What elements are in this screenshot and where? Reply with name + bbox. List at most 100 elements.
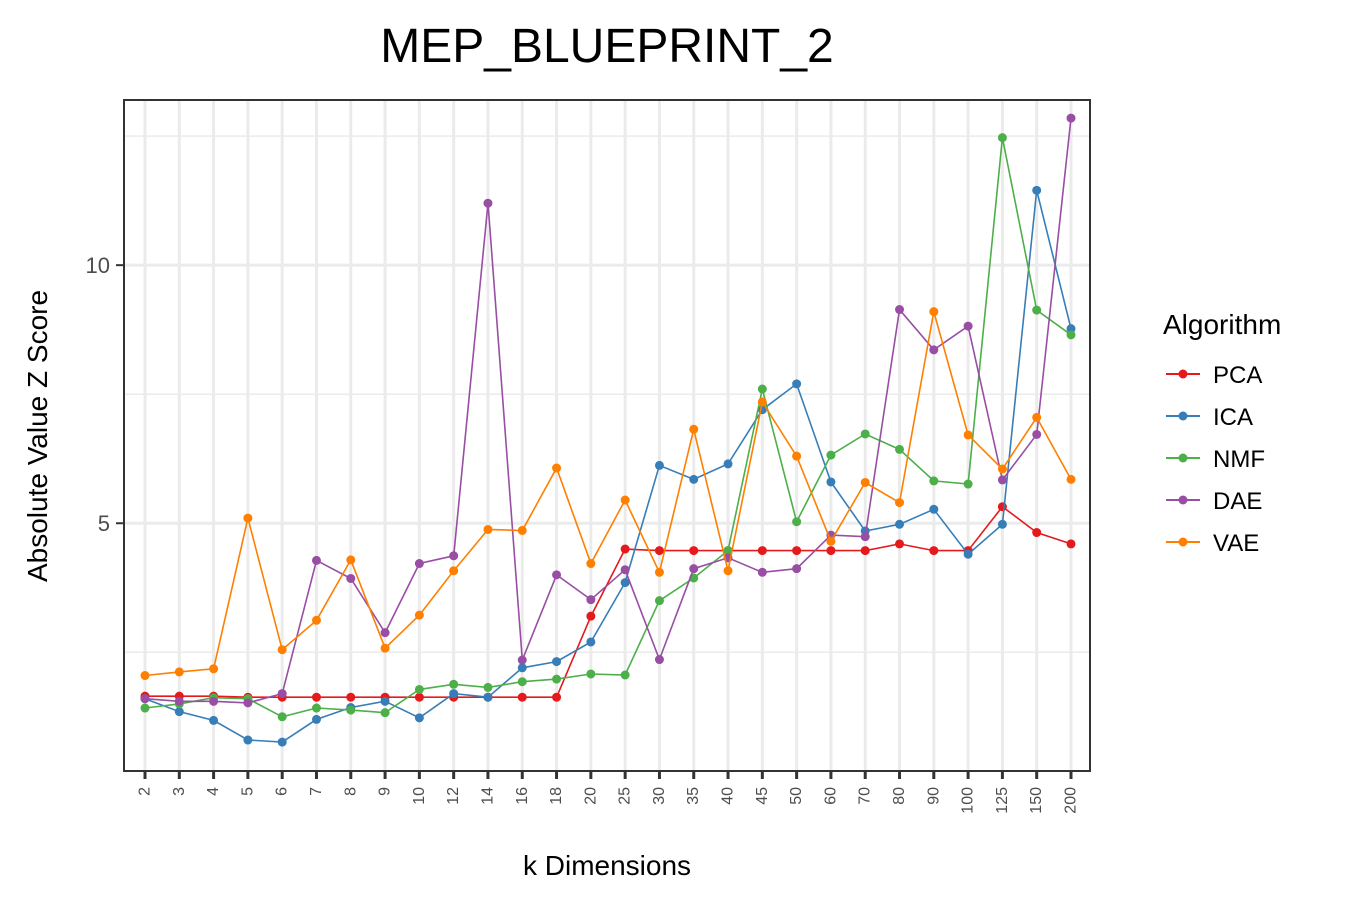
x-tick-label: 9 bbox=[377, 787, 394, 796]
data-point-nmf bbox=[620, 670, 630, 680]
data-point-ica bbox=[449, 689, 459, 699]
data-point-ica bbox=[895, 519, 905, 529]
data-point-vae bbox=[1066, 474, 1076, 484]
data-point-vae bbox=[654, 567, 664, 577]
data-point-dae bbox=[963, 321, 973, 331]
data-point-vae bbox=[449, 566, 459, 576]
data-point-nmf bbox=[311, 703, 321, 713]
data-point-ica bbox=[277, 737, 287, 747]
data-point-dae bbox=[346, 573, 356, 583]
data-point-pca bbox=[654, 546, 664, 556]
data-point-dae bbox=[997, 475, 1007, 485]
data-point-pca bbox=[620, 544, 630, 554]
data-point-nmf bbox=[380, 708, 390, 718]
data-point-ica bbox=[1066, 324, 1076, 334]
x-tick-label: 2 bbox=[137, 787, 154, 796]
legend-label: VAE bbox=[1213, 530, 1259, 557]
series-line-nmf bbox=[144, 137, 1072, 718]
data-point-nmf bbox=[449, 679, 459, 689]
data-point-vae bbox=[929, 307, 939, 317]
series-line-vae bbox=[144, 311, 1072, 677]
data-point-dae bbox=[277, 689, 287, 699]
series-line-ica bbox=[144, 190, 1072, 743]
legend-key-point bbox=[1178, 495, 1188, 505]
x-tick-label: 80 bbox=[891, 787, 908, 805]
legend-item-pca: PCA bbox=[1166, 362, 1262, 389]
data-point-vae bbox=[311, 615, 321, 625]
data-point-nmf bbox=[346, 705, 356, 715]
legend-key-point bbox=[1178, 453, 1188, 463]
x-tick-label: 12 bbox=[445, 787, 462, 805]
data-point-vae bbox=[997, 464, 1007, 474]
legend-title: Algorithm bbox=[1163, 309, 1281, 340]
data-point-ica bbox=[483, 692, 493, 702]
data-point-vae bbox=[963, 430, 973, 440]
x-axis-title: k Dimensions bbox=[523, 850, 691, 881]
data-point-ica bbox=[243, 735, 253, 745]
legend-item-vae: VAE bbox=[1166, 530, 1259, 557]
data-point-vae bbox=[757, 397, 767, 407]
data-point-ica bbox=[380, 696, 390, 706]
y-axis: 5 10 bbox=[86, 253, 124, 536]
data-point-vae bbox=[414, 610, 424, 620]
data-point-nmf bbox=[997, 133, 1007, 143]
x-tick-label: 20 bbox=[582, 787, 599, 805]
legend-item-nmf: NMF bbox=[1166, 446, 1265, 473]
x-tick-label: 4 bbox=[205, 787, 222, 796]
data-point-ica bbox=[689, 474, 699, 484]
data-point-vae bbox=[792, 451, 802, 461]
data-point-dae bbox=[517, 655, 527, 665]
y-tick-label: 10 bbox=[86, 253, 110, 278]
plot-panel bbox=[123, 99, 1091, 772]
legend-key-point bbox=[1178, 537, 1188, 547]
data-point-nmf bbox=[140, 703, 150, 713]
data-point-nmf bbox=[860, 429, 870, 439]
data-point-dae bbox=[140, 694, 150, 704]
x-tick-label: 25 bbox=[617, 787, 634, 805]
data-point-ica bbox=[209, 715, 219, 725]
data-point-pca bbox=[552, 692, 562, 702]
data-point-pca bbox=[792, 546, 802, 556]
data-point-vae bbox=[174, 667, 184, 677]
legend: Algorithm PCA ICA NMF DAE VAE bbox=[1163, 309, 1281, 557]
data-point-pca bbox=[826, 546, 836, 556]
x-tick-label: 30 bbox=[651, 787, 668, 805]
x-tick-label: 7 bbox=[308, 787, 325, 796]
data-point-pca bbox=[414, 692, 424, 702]
x-tick-label: 200 bbox=[1063, 787, 1080, 814]
y-axis-title: Absolute Value Z Score bbox=[22, 290, 53, 582]
x-tick-label: 45 bbox=[754, 787, 771, 805]
data-point-dae bbox=[757, 567, 767, 577]
data-point-dae bbox=[311, 555, 321, 565]
data-point-nmf bbox=[414, 684, 424, 694]
data-point-dae bbox=[586, 595, 596, 605]
data-point-ica bbox=[517, 663, 527, 673]
data-point-vae bbox=[689, 424, 699, 434]
data-point-ica bbox=[552, 657, 562, 667]
data-point-nmf bbox=[929, 476, 939, 486]
data-point-pca bbox=[929, 546, 939, 556]
data-point-pca bbox=[346, 692, 356, 702]
data-point-dae bbox=[174, 696, 184, 706]
data-point-nmf bbox=[654, 596, 664, 606]
series-vae bbox=[140, 307, 1076, 681]
data-point-ica bbox=[997, 519, 1007, 529]
data-point-dae bbox=[243, 698, 253, 708]
data-point-vae bbox=[1032, 412, 1042, 422]
data-point-ica bbox=[620, 578, 630, 588]
x-tick-label: 60 bbox=[822, 787, 839, 805]
data-point-vae bbox=[209, 664, 219, 674]
data-point-vae bbox=[552, 463, 562, 473]
panel-border bbox=[123, 99, 1091, 772]
data-point-pca bbox=[895, 539, 905, 549]
legend-label: ICA bbox=[1213, 404, 1253, 431]
x-tick-label: 150 bbox=[1028, 787, 1045, 814]
data-point-nmf bbox=[277, 712, 287, 722]
data-point-vae bbox=[517, 525, 527, 535]
data-point-vae bbox=[860, 477, 870, 487]
x-tick-label: 18 bbox=[548, 787, 565, 805]
data-point-vae bbox=[620, 495, 630, 505]
data-point-dae bbox=[860, 532, 870, 542]
data-point-ica bbox=[929, 504, 939, 514]
